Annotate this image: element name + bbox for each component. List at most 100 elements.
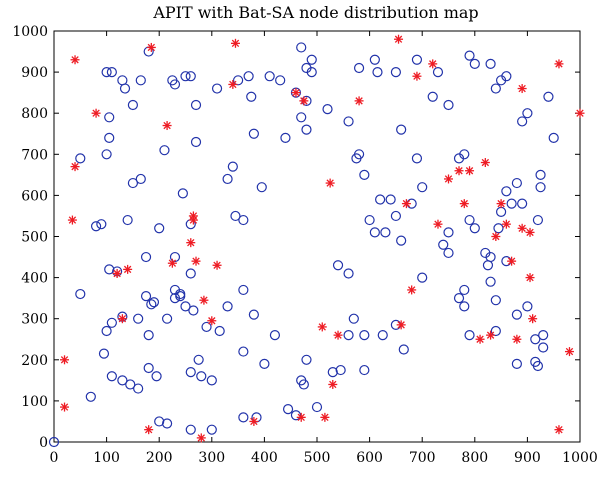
data-point-circle [96,219,107,230]
data-point-circle [206,375,217,386]
data-point-star [60,402,70,412]
data-point-circle [238,214,249,226]
data-point-star [112,268,122,278]
y-tick-label: 400 [21,271,48,287]
data-point-circle [98,348,110,359]
data-point-star [144,425,154,435]
data-point-star [575,108,585,118]
data-point-circle [233,75,244,86]
data-point-circle [117,375,128,386]
data-point-circle [353,149,365,160]
data-marks [48,34,585,448]
y-tick-label: 900 [21,65,48,81]
data-point-star [123,264,133,274]
data-point-star [433,219,443,229]
data-point-circle [201,321,212,333]
data-point-star [167,258,177,268]
data-point-star [507,256,517,266]
data-point-star [228,79,238,89]
data-point-circle [154,223,165,234]
x-tick-label: 100 [93,450,120,466]
data-point-star [70,162,80,172]
data-point-circle [469,223,480,234]
data-point-star [517,223,527,233]
data-point-circle [464,330,475,341]
data-point-circle [127,99,138,111]
data-point-circle [359,364,370,376]
y-tick-label: 600 [21,188,48,204]
data-point-circle [530,334,541,345]
data-point-circle [214,325,225,337]
data-point-star [333,330,343,340]
data-point-circle [159,145,170,156]
data-point-star [207,316,217,326]
data-point-circle [390,210,401,222]
data-point-circle [385,194,396,205]
data-point-circle [490,325,501,337]
data-point-circle [493,223,504,234]
data-point-star [91,108,101,118]
data-point-circle [390,66,401,78]
data-point-star [491,232,501,241]
data-point-circle [290,410,302,421]
data-point-star [465,166,475,176]
x-tick-label: 400 [251,450,278,466]
data-point-circle [151,371,162,382]
data-point-star [459,199,469,209]
x-tick-label: 1000 [562,450,598,466]
data-point-circle [169,284,181,296]
data-point-circle [348,313,359,324]
data-point-star [70,55,80,65]
data-point-circle [522,108,533,119]
data-point-circle [377,330,388,341]
data-point-star [230,38,240,48]
data-point-circle [119,83,131,94]
data-point-circle [335,364,346,376]
data-point-star [525,273,535,283]
data-point-circle [169,293,181,304]
x-tick-label: 500 [304,450,331,466]
data-point-circle [298,379,309,390]
data-point-circle [535,182,546,193]
data-point-star [496,199,506,209]
x-tick-label: 600 [356,450,383,466]
data-point-star [401,199,411,209]
data-point-star [67,215,77,225]
data-point-star [249,416,259,426]
data-point-circle [398,344,409,355]
data-point-circle [369,54,380,65]
data-point-star [291,88,301,98]
data-point-circle [148,297,160,308]
data-point-circle [101,325,112,337]
data-point-circle [75,153,86,164]
data-point-circle [135,173,146,185]
data-point-star [299,96,309,106]
data-point-circle [133,383,144,394]
data-point-circle [490,83,501,94]
data-point-star [196,433,206,443]
data-point-star [554,425,564,435]
data-point-circle [459,149,470,160]
data-point-circle [301,354,312,365]
data-point-circle [535,169,546,180]
data-point-circle [90,221,102,232]
x-tick-label: 900 [514,450,541,466]
data-point-circle [459,301,470,312]
data-point-circle [169,79,181,90]
data-point-star [407,285,417,295]
data-point-star [428,59,438,69]
data-point-circle [506,198,517,209]
y-tick-label: 0 [39,435,48,451]
data-point-circle [185,268,196,279]
data-point-circle [48,436,60,448]
data-point-circle [443,227,454,238]
data-point-circle [280,132,291,143]
data-point-star [325,178,335,188]
data-point-circle [196,371,207,382]
data-point-circle [246,91,257,102]
data-point-circle [175,290,186,302]
data-point-circle [511,358,522,370]
data-point-circle [511,177,522,189]
data-point-circle [485,276,496,287]
data-point-star [162,121,172,131]
